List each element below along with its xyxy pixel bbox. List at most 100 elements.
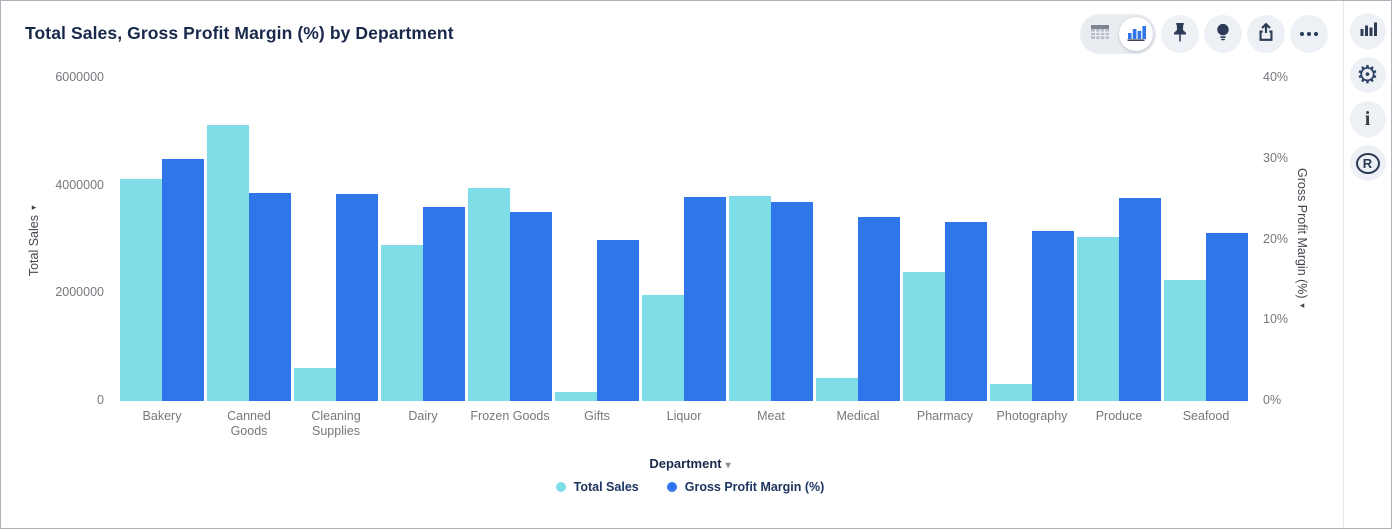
bar-gross-profit-margin-produce[interactable] [1119,198,1161,401]
bar-gross-profit-margin-photography[interactable] [1032,230,1074,401]
x-axis-label-gifts[interactable]: Gifts [584,409,610,423]
bar-group-gifts [555,239,639,401]
bar-gross-profit-margin-cleaning-supplies[interactable] [336,193,378,401]
bar-group-medical [816,216,900,401]
bar-group-dairy [381,207,465,401]
bar-gross-profit-margin-medical[interactable] [858,216,900,401]
bar-total-sales-gifts[interactable] [555,391,597,401]
bar-group-bakery [120,158,204,401]
bar-gross-profit-margin-dairy[interactable] [423,207,465,401]
bar-gross-profit-margin-pharmacy[interactable] [945,221,987,401]
bar-group-frozen-goods [468,187,552,401]
settings-button[interactable]: ⚙ [1349,57,1386,93]
chart-view-button[interactable] [1119,17,1153,51]
table-grid-icon [1089,22,1111,47]
x-axis-label-produce[interactable]: Produce [1095,409,1143,423]
x-axis-label-dairy[interactable]: Dairy [408,409,438,423]
bar-gross-profit-margin-bakery[interactable] [162,158,204,401]
axis-sort-arrow: ◂ [1299,300,1305,311]
lightbulb-icon [1211,20,1235,49]
legend-dot-icon [666,482,677,492]
y-axis-title-right[interactable]: Gross Profit Margin (%) ◂ [1295,167,1309,311]
share-export-icon [1254,20,1278,49]
bar-gross-profit-margin-canned-goods[interactable] [249,192,291,401]
r-script-button[interactable]: R [1349,145,1386,181]
more-options-button[interactable] [1290,15,1328,53]
x-axis-label-medical[interactable]: Medical [836,409,880,423]
legend-item-gross-profit-margin[interactable]: Gross Profit Margin (%) [666,480,825,494]
bar-total-sales-photography[interactable] [990,383,1032,401]
x-axis-label-frozen-goods[interactable]: Frozen Goods [470,409,550,423]
bar-group-canned-goods [207,124,291,401]
x-axis-label-pharmacy[interactable]: Pharmacy [916,409,974,423]
bar-total-sales-canned-goods[interactable] [207,124,249,401]
legend: Total Sales Gross Profit Margin (%) [120,480,1260,494]
bar-total-sales-bakery[interactable] [120,178,162,401]
y-axis-tick: 4000000 [55,177,104,192]
y2-axis-tick: 20% [1263,231,1289,246]
settings-gear-icon: ⚙ [1356,60,1379,89]
bar-total-sales-cleaning-supplies[interactable] [294,367,336,401]
r-logo-icon: R [1355,152,1380,174]
export-button[interactable] [1247,15,1285,53]
x-axis-label-seafood[interactable]: Seafood [1182,409,1230,423]
pin-button[interactable] [1161,15,1199,53]
bar-total-sales-seafood[interactable] [1164,279,1206,401]
y-axis-tick: 0 [97,393,104,407]
y2-axis-tick: 10% [1263,312,1289,327]
chart-type-button[interactable] [1349,13,1386,49]
ellipsis-icon [1300,32,1318,36]
info-icon: i [1364,107,1371,130]
x-axis-label-meat[interactable]: Meat [757,409,785,423]
x-axis-label-bakery[interactable]: Bakery [142,409,182,423]
bar-group-liquor [642,196,726,401]
bar-chart-icon [1125,22,1147,47]
x-axis-title[interactable]: Department ▾ [649,456,731,471]
bar-gross-profit-margin-liquor[interactable] [684,196,726,401]
y-axis-tick: 6000000 [55,70,104,84]
legend-label: Gross Profit Margin (%) [684,480,825,494]
bar-total-sales-medical[interactable] [816,377,858,401]
bar-group-cleaning-supplies [294,193,378,401]
bar-group-meat [729,196,813,401]
bar-total-sales-liquor[interactable] [642,294,684,401]
plot-area [120,78,1260,401]
x-axis-labels: Bakery Canned Goods Cleaning Supplies Dairy… [120,409,1260,439]
bar-total-sales-frozen-goods[interactable] [468,187,510,401]
axis-sort-arrow: ▸ [31,202,37,213]
x-axis-label-canned-goods[interactable]: Canned Goods [227,409,271,438]
bar-gross-profit-margin-meat[interactable] [771,201,813,401]
insights-button[interactable] [1204,15,1242,53]
bar-total-sales-dairy[interactable] [381,244,423,401]
bar-gross-profit-margin-frozen-goods[interactable] [510,212,552,401]
info-button[interactable]: i [1349,101,1386,137]
bar-gross-profit-margin-gifts[interactable] [597,239,639,401]
y2-axis-tick: 0% [1263,393,1282,407]
chevron-down-icon: ▾ [725,460,731,471]
page-title: Total Sales, Gross Profit Margin (%) by … [25,23,454,43]
bar-group-pharmacy [903,221,987,401]
bar-group-produce [1077,198,1161,401]
bar-gross-profit-margin-seafood[interactable] [1206,233,1248,401]
bar-total-sales-meat[interactable] [729,196,771,401]
x-axis-label-photography[interactable]: Photography [996,409,1068,423]
pushpin-icon [1168,20,1192,49]
y2-axis-tick: 30% [1263,150,1289,165]
side-rail: ⚙ i R [1343,1,1391,528]
chart-panel: Total Sales, Gross Profit Margin (%) by … [1,1,1342,528]
bar-total-sales-produce[interactable] [1077,236,1119,401]
legend-label: Total Sales [573,480,639,494]
y-axis-tick: 2000000 [55,285,104,300]
view-toggle [1080,14,1156,54]
legend-dot-icon [555,482,566,492]
legend-item-total-sales[interactable]: Total Sales [555,480,639,494]
x-axis-label-cleaning-supplies[interactable]: Cleaning Supplies [311,409,361,438]
chart-type-icon [1358,20,1378,43]
table-view-button[interactable] [1083,17,1117,51]
bar-group-photography [990,230,1074,401]
bar-group-seafood [1164,233,1248,401]
bar-total-sales-pharmacy[interactable] [903,271,945,401]
y-axis-title-left[interactable]: ▸ Total Sales [27,202,41,277]
x-axis-label-liquor[interactable]: Liquor [666,409,702,423]
